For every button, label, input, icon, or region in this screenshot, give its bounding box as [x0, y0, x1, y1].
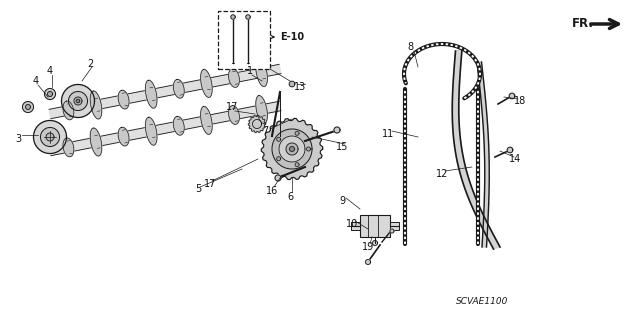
Polygon shape: [228, 69, 239, 87]
Polygon shape: [261, 118, 323, 180]
Polygon shape: [365, 259, 371, 264]
Polygon shape: [334, 127, 340, 133]
Polygon shape: [205, 114, 211, 127]
Polygon shape: [233, 71, 238, 84]
Text: 4: 4: [33, 76, 39, 86]
Polygon shape: [295, 163, 299, 167]
Polygon shape: [67, 140, 72, 154]
Polygon shape: [26, 105, 31, 109]
Polygon shape: [49, 101, 281, 156]
Polygon shape: [260, 66, 266, 79]
Bar: [351, 222, 360, 230]
Polygon shape: [286, 143, 298, 155]
Text: FR.: FR.: [572, 18, 594, 31]
Polygon shape: [246, 15, 250, 19]
Polygon shape: [233, 108, 238, 121]
Text: 16: 16: [266, 186, 278, 196]
Text: 7: 7: [262, 126, 268, 136]
Polygon shape: [390, 229, 394, 233]
Text: 6: 6: [287, 192, 293, 202]
Text: 19: 19: [362, 242, 374, 252]
Text: 11: 11: [382, 129, 394, 139]
Text: 8: 8: [407, 42, 413, 52]
Polygon shape: [477, 62, 489, 247]
Polygon shape: [61, 85, 95, 117]
Polygon shape: [295, 131, 299, 135]
Polygon shape: [452, 49, 500, 249]
Polygon shape: [49, 64, 281, 119]
Polygon shape: [45, 88, 56, 100]
Bar: [390, 222, 399, 230]
Polygon shape: [63, 101, 74, 120]
Polygon shape: [275, 175, 281, 181]
Polygon shape: [118, 90, 129, 109]
Polygon shape: [145, 117, 157, 145]
Polygon shape: [231, 15, 236, 19]
FancyBboxPatch shape: [360, 215, 390, 237]
Polygon shape: [200, 107, 212, 134]
Polygon shape: [289, 81, 295, 87]
Polygon shape: [33, 121, 67, 153]
Polygon shape: [46, 133, 54, 141]
Polygon shape: [509, 93, 515, 99]
Polygon shape: [248, 115, 266, 133]
Polygon shape: [118, 127, 129, 146]
Polygon shape: [22, 101, 33, 113]
Polygon shape: [372, 241, 378, 246]
Text: 13: 13: [294, 82, 306, 92]
Text: E-10: E-10: [280, 32, 304, 42]
Polygon shape: [173, 116, 184, 135]
Text: 5: 5: [195, 184, 201, 194]
Polygon shape: [289, 146, 294, 152]
Text: 9: 9: [339, 196, 345, 206]
Polygon shape: [67, 103, 72, 117]
Text: 3: 3: [15, 134, 21, 144]
Text: 17: 17: [226, 102, 238, 112]
Text: 17: 17: [204, 179, 216, 189]
Text: 15: 15: [336, 142, 348, 152]
Polygon shape: [276, 137, 281, 141]
Polygon shape: [76, 99, 80, 103]
Text: 12: 12: [436, 169, 448, 179]
Polygon shape: [122, 93, 127, 106]
Polygon shape: [95, 135, 100, 148]
Polygon shape: [40, 128, 60, 146]
Polygon shape: [205, 77, 211, 90]
Polygon shape: [68, 92, 88, 110]
Polygon shape: [276, 157, 281, 161]
Polygon shape: [150, 87, 156, 100]
Polygon shape: [256, 59, 268, 87]
Polygon shape: [256, 96, 268, 124]
Polygon shape: [200, 70, 212, 97]
Polygon shape: [260, 103, 266, 116]
Polygon shape: [95, 98, 100, 111]
Polygon shape: [74, 97, 82, 105]
Polygon shape: [173, 79, 184, 98]
Polygon shape: [307, 147, 310, 151]
Bar: [218, 11, 270, 69]
Polygon shape: [279, 136, 305, 162]
Polygon shape: [90, 128, 102, 156]
Polygon shape: [508, 147, 513, 153]
Text: 4: 4: [47, 66, 53, 76]
Polygon shape: [177, 82, 183, 95]
Polygon shape: [90, 91, 102, 119]
Text: 1: 1: [247, 66, 253, 76]
Text: 10: 10: [346, 219, 358, 229]
Text: 2: 2: [87, 59, 93, 69]
Text: 18: 18: [514, 96, 526, 106]
Text: SCVAE1100: SCVAE1100: [456, 296, 508, 306]
Polygon shape: [47, 92, 52, 97]
Polygon shape: [150, 124, 156, 137]
Polygon shape: [253, 120, 262, 129]
Polygon shape: [228, 106, 239, 124]
Polygon shape: [177, 119, 183, 132]
Polygon shape: [272, 129, 312, 169]
Polygon shape: [145, 80, 157, 108]
Text: 14: 14: [509, 154, 521, 164]
Polygon shape: [63, 138, 74, 157]
Polygon shape: [122, 130, 127, 143]
